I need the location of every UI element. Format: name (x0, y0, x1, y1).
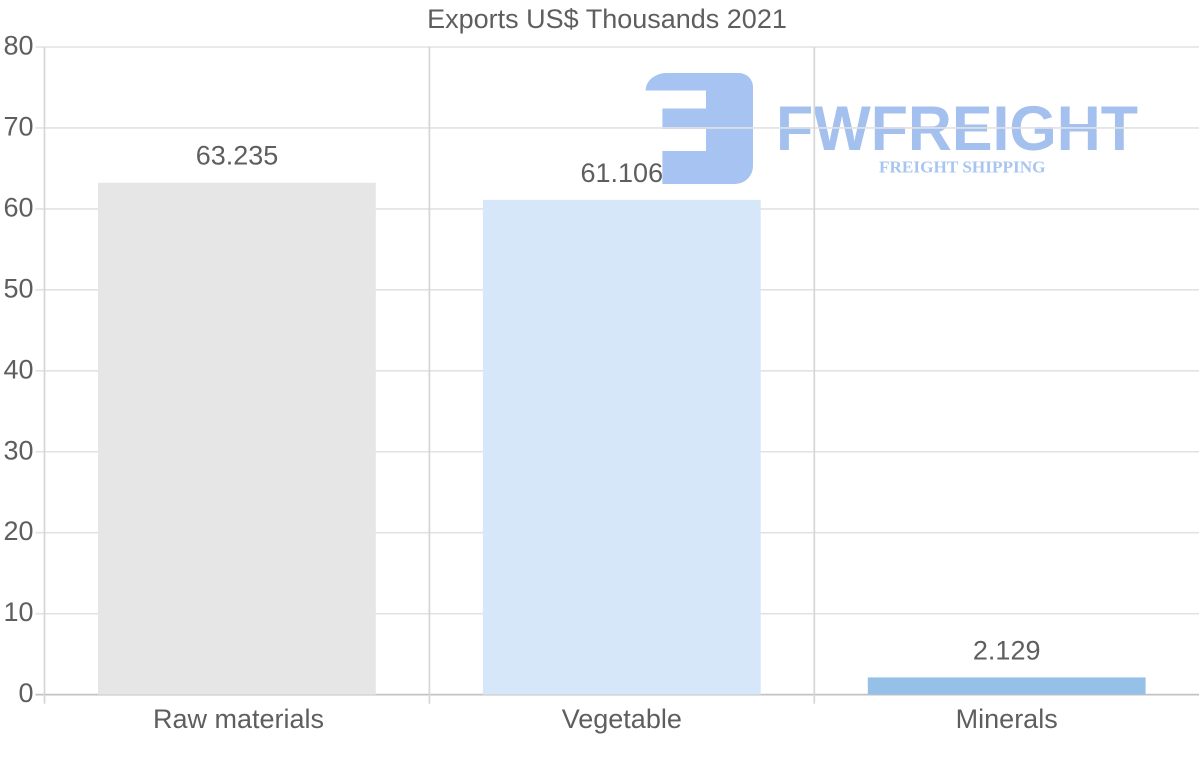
svg-text:FREIGHT SHIPPING: FREIGHT SHIPPING (879, 158, 1046, 177)
svg-text:63.235: 63.235 (196, 141, 279, 171)
svg-text:Exports US$ Thousands 2021: Exports US$ Thousands 2021 (427, 4, 787, 34)
svg-text:70: 70 (3, 112, 33, 142)
svg-text:Minerals: Minerals (956, 704, 1058, 734)
svg-text:10: 10 (3, 597, 33, 627)
svg-text:Raw materials: Raw materials (153, 704, 324, 734)
svg-text:80: 80 (3, 31, 33, 61)
svg-text:2.129: 2.129 (973, 636, 1041, 666)
svg-text:60: 60 (3, 192, 33, 222)
svg-text:40: 40 (3, 354, 33, 384)
svg-text:Vegetable: Vegetable (562, 704, 682, 734)
svg-text:20: 20 (3, 516, 33, 546)
svg-text:FWFREIGHT: FWFREIGHT (776, 94, 1138, 164)
svg-text:50: 50 (3, 273, 33, 303)
svg-text:30: 30 (3, 435, 33, 465)
svg-text:61.106: 61.106 (581, 158, 664, 188)
svg-text:0: 0 (18, 678, 33, 708)
